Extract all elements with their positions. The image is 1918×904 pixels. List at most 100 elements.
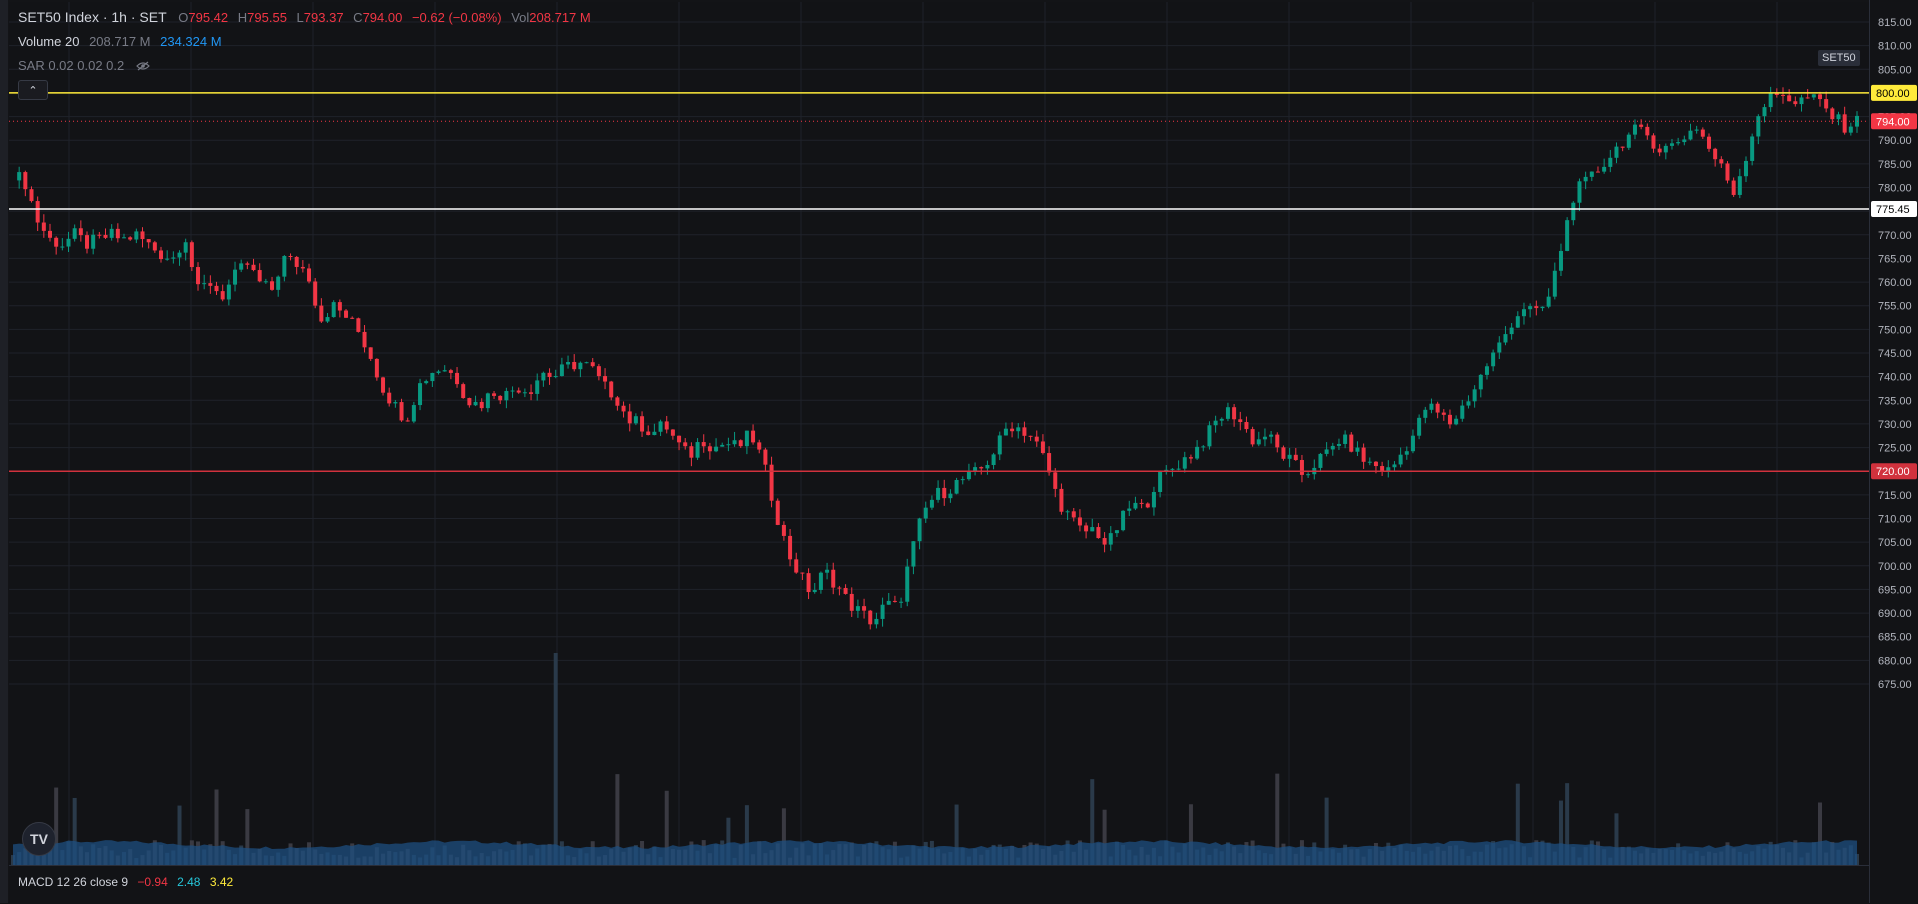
- candle-body: [1269, 434, 1274, 437]
- volume-bar: [214, 789, 219, 865]
- candle-body: [892, 600, 897, 602]
- grid-lines: [9, 2, 1869, 865]
- candle-body: [535, 380, 540, 394]
- candle-body: [1842, 114, 1847, 133]
- volume-bar: [744, 805, 749, 865]
- level-price-tag: 720.00: [1876, 466, 1910, 478]
- candle-body: [868, 610, 873, 625]
- candle-body: [1435, 403, 1440, 413]
- axis-tick-label: 735.00: [1878, 395, 1912, 407]
- legend-row-volume[interactable]: Volume 20 208.717 M 234.324 M: [18, 34, 222, 49]
- high-label: H: [237, 10, 248, 25]
- axis-tick-label: 755.00: [1878, 301, 1912, 313]
- candle-body: [1737, 176, 1742, 195]
- candle-body: [1361, 447, 1366, 462]
- candle-body: [220, 291, 225, 300]
- volume-indicator-label[interactable]: Volume 20: [18, 34, 80, 49]
- candle-body: [547, 372, 552, 377]
- candle-body: [757, 442, 762, 450]
- candle-body: [1441, 412, 1446, 415]
- price-chart-svg[interactable]: [9, 2, 1869, 865]
- candle-body: [1571, 202, 1576, 221]
- macd-pane[interactable]: [9, 865, 1869, 904]
- candle-body: [596, 366, 601, 377]
- volume-ma-area: [13, 840, 1857, 865]
- volume-bar: [1817, 802, 1822, 865]
- candle-body: [763, 449, 768, 465]
- candle-body: [695, 442, 700, 458]
- candle-body: [1182, 457, 1187, 469]
- candle-body: [633, 416, 638, 424]
- candle-body: [202, 283, 207, 285]
- collapse-legend-button[interactable]: ⌃: [18, 80, 48, 100]
- candle-body: [54, 237, 59, 247]
- candle-body: [1848, 126, 1853, 133]
- legend-row-main: SET50 Index · 1h · SET O795.42 H795.55 L…: [18, 9, 591, 25]
- candle-body: [1053, 472, 1058, 489]
- macd-legend[interactable]: MACD 12 26 close 9 −0.94 2.48 3.42: [18, 875, 233, 889]
- candle-body: [1349, 434, 1354, 452]
- candle-body: [812, 589, 817, 593]
- candle-body: [837, 587, 842, 589]
- volume-bar: [177, 805, 182, 865]
- candle-body: [103, 234, 108, 238]
- candle-body: [584, 362, 589, 364]
- candle-body: [1380, 466, 1385, 472]
- candle-body: [1065, 511, 1070, 513]
- candle-body: [122, 237, 127, 239]
- candle-body: [942, 487, 947, 499]
- candle-body: [319, 305, 324, 322]
- candle-body: [590, 362, 595, 367]
- candle-body: [1367, 461, 1372, 463]
- hidden-eye-icon[interactable]: [136, 59, 150, 74]
- candle-body: [1787, 95, 1792, 102]
- volume-bar: [664, 790, 669, 865]
- candle-body: [1121, 510, 1126, 531]
- candle-body: [374, 358, 379, 378]
- symbol-title[interactable]: SET50 Index · 1h · SET: [18, 9, 167, 25]
- candle-body: [1404, 451, 1409, 455]
- candle-body: [35, 201, 40, 223]
- legend-row-sar[interactable]: SAR 0.02 0.02 0.2: [18, 58, 150, 74]
- candle-body: [1071, 511, 1076, 518]
- candle-body: [744, 430, 749, 447]
- candle-body: [325, 317, 330, 322]
- candle-body: [1682, 139, 1687, 143]
- candle-body: [257, 270, 262, 282]
- candle-body: [701, 442, 706, 447]
- candle-body: [337, 302, 342, 311]
- candle-body: [405, 420, 410, 422]
- candle-body: [196, 267, 201, 285]
- vol-value: 208.717 M: [529, 10, 591, 25]
- candle-body: [1663, 145, 1668, 153]
- candle-body: [1090, 527, 1095, 532]
- candle-body: [1059, 488, 1064, 512]
- high-value: 795.55: [247, 10, 287, 25]
- candle-body: [973, 467, 978, 472]
- candle-body: [800, 572, 805, 574]
- macd-label[interactable]: MACD 12 26 close 9: [18, 875, 129, 889]
- candle-body: [923, 507, 928, 519]
- candle-body: [91, 234, 96, 249]
- candle-body: [430, 372, 435, 382]
- candle-body: [1207, 425, 1212, 447]
- candle-body: [831, 569, 836, 588]
- candle-body: [621, 405, 626, 412]
- low-value: 793.37: [303, 10, 344, 25]
- candle-body: [1694, 129, 1699, 131]
- candle-body: [1238, 419, 1243, 423]
- main-chart-pane[interactable]: [9, 2, 1869, 865]
- candle-body: [1589, 171, 1594, 177]
- candle-body: [233, 269, 238, 285]
- candle-body: [1756, 116, 1761, 137]
- volume-value-1: 208.717 M: [89, 34, 151, 49]
- axis-tick-label: 810.00: [1878, 41, 1912, 53]
- candle-body: [128, 237, 133, 240]
- candle-body: [707, 446, 712, 452]
- price-axis[interactable]: 815.00810.00805.00800.00795.00790.00785.…: [1869, 0, 1918, 903]
- candle-body: [1657, 148, 1662, 153]
- candle-body: [670, 429, 675, 436]
- sar-indicator-label[interactable]: SAR 0.02 0.02 0.2: [18, 58, 125, 73]
- tradingview-logo-icon[interactable]: TV: [22, 822, 56, 856]
- candle-body: [640, 416, 645, 432]
